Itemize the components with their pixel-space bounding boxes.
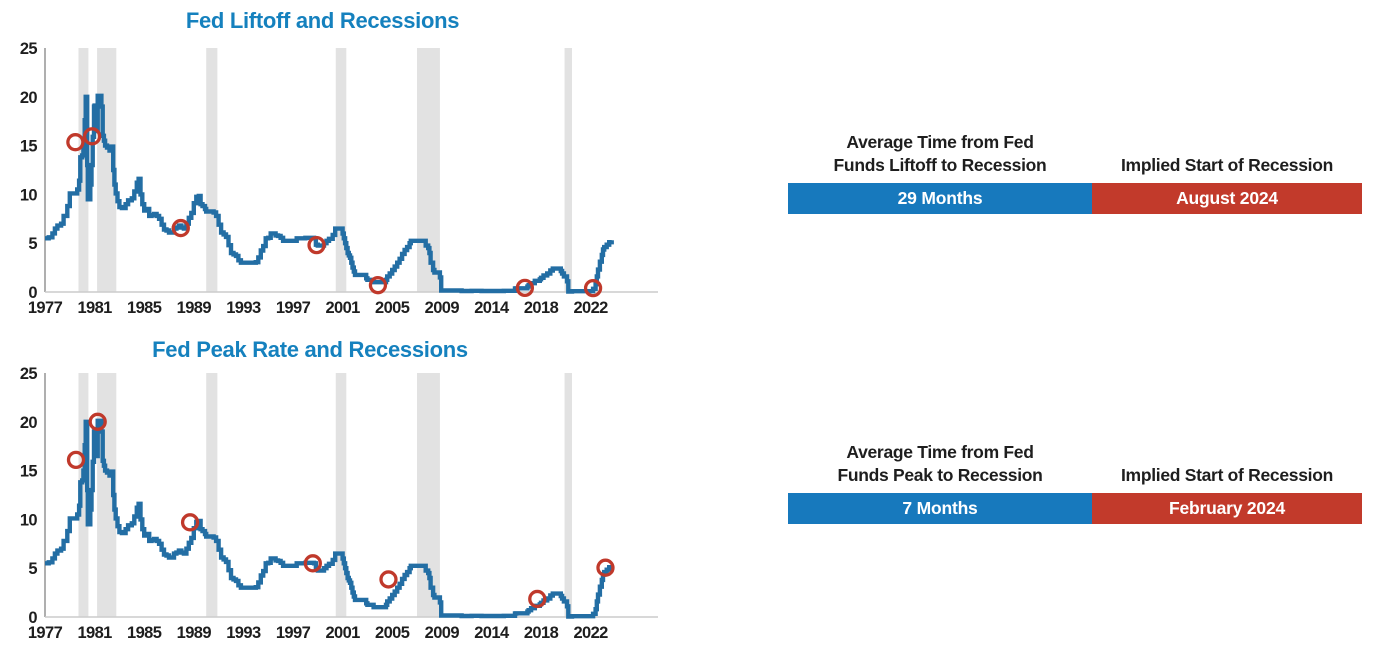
peak-rate-chart: 0 5 10 15 20 25 1977 1981 1985 1989 1993 1997 2001 20…: [20, 365, 658, 642]
recession-band: [206, 48, 218, 292]
x-tick-label: 2014: [474, 299, 510, 317]
x-tick-label: 2001: [325, 299, 360, 317]
recession-band: [335, 48, 347, 292]
y-tick-label: 15: [20, 138, 38, 156]
peak-months-cell: 7 Months: [788, 492, 1092, 524]
x-tick-label: 1993: [226, 299, 261, 317]
x-tick-label: 2014: [474, 624, 510, 642]
liftoff-table-header-row: Average Time from Fed Funds Liftoff to R…: [788, 131, 1362, 178]
peak-implied-start-cell: February 2024: [1092, 492, 1362, 524]
liftoff-table-header-left: Average Time from Fed Funds Liftoff to R…: [788, 131, 1092, 178]
x-tick-label: 2005: [375, 624, 410, 642]
liftoff-table-value-row: 29 Months August 2024: [788, 182, 1362, 214]
x-tick-label: 2022: [573, 624, 608, 642]
peak-table-header-left: Average Time from Fed Funds Peak to Rece…: [788, 441, 1092, 488]
recession-band: [417, 48, 440, 292]
x-tick-label: 2022: [573, 299, 608, 317]
x-tick-label: 2009: [425, 299, 460, 317]
liftoff-marker: [307, 236, 326, 255]
y-tick-label: 5: [28, 235, 37, 253]
x-tick-label: 1997: [276, 624, 311, 642]
recession-band: [78, 48, 89, 292]
y-tick-label: 25: [20, 40, 38, 58]
y-tick-label: 5: [28, 560, 37, 578]
x-tick-label: 1997: [276, 299, 311, 317]
recession-band: [564, 48, 572, 292]
fed-funds-rate-line: [45, 93, 614, 294]
x-tick-label: 2001: [325, 624, 360, 642]
liftoff-chart-title: Fed Liftoff and Recessions: [185, 8, 460, 33]
x-tick-label: 2018: [524, 299, 559, 317]
recession-band: [335, 373, 347, 617]
x-tick-label: 2005: [375, 299, 410, 317]
liftoff-table-header-right: Implied Start of Recession: [1092, 131, 1362, 178]
liftoff-marker: [171, 218, 190, 238]
peak-table-header-right: Implied Start of Recession: [1092, 441, 1362, 488]
liftoff-implied-start-cell: August 2024: [1092, 182, 1362, 214]
liftoff-header-line1: Average Time from Fed: [846, 132, 1034, 152]
peak-rate-marker: [596, 558, 615, 577]
y-tick-label: 10: [20, 186, 38, 204]
y-tick-label: 0: [28, 609, 37, 627]
liftoff-marker: [515, 278, 535, 298]
liftoff-marker: [583, 278, 603, 298]
liftoff-chart: 0 5 10 15 20 25 1977 1981 1985 1989 1993 1997 2001 20…: [20, 40, 658, 317]
liftoff-header-right-text: Implied Start of Recession: [1121, 155, 1333, 176]
x-tick-label: 1989: [177, 299, 212, 317]
recession-band: [417, 373, 440, 617]
liftoff-summary-table: Average Time from Fed Funds Liftoff to R…: [788, 131, 1362, 214]
recession-band: [78, 373, 89, 617]
x-tick-label: 1981: [77, 624, 112, 642]
liftoff-marker: [82, 127, 102, 146]
x-tick-label: 1977: [28, 299, 63, 317]
liftoff-months-cell: 29 Months: [788, 182, 1092, 214]
peak-header-line2: Funds Peak to Recession: [837, 465, 1043, 486]
peak-table-value-row: 7 Months February 2024: [788, 492, 1362, 524]
liftoff-marker: [66, 133, 85, 152]
peak-header-line1: Average Time from Fed: [846, 442, 1034, 462]
y-tick-label: 15: [20, 463, 38, 481]
peak-header-right-text: Implied Start of Recession: [1121, 465, 1333, 486]
peak-rate-marker: [66, 450, 86, 470]
x-tick-label: 2018: [524, 624, 559, 642]
recession-band: [206, 373, 218, 617]
peak-rate-marker: [303, 554, 322, 573]
peak-rate-marker: [180, 513, 200, 532]
peak-rate-marker: [379, 570, 398, 589]
peak-rate-marker: [528, 589, 547, 609]
y-tick-label: 20: [20, 414, 38, 432]
x-tick-label: 1989: [177, 624, 212, 642]
liftoff-marker: [368, 276, 388, 295]
recession-band: [564, 373, 572, 617]
peak-table-header-row: Average Time from Fed Funds Peak to Rece…: [788, 441, 1362, 488]
peak-rate-marker: [88, 412, 107, 431]
y-tick-label: 0: [28, 284, 37, 302]
y-tick-label: 20: [20, 89, 38, 107]
peak-rate-chart-title: Fed Peak Rate and Recessions: [152, 337, 468, 362]
x-tick-label: 1993: [226, 624, 261, 642]
fed-funds-rate-line: [45, 418, 614, 619]
x-tick-label: 1985: [127, 624, 162, 642]
liftoff-header-line2: Funds Liftoff to Recession: [833, 155, 1047, 176]
x-tick-label: 2009: [425, 624, 460, 642]
y-tick-label: 10: [20, 511, 38, 529]
y-tick-label: 25: [20, 365, 38, 383]
peak-summary-table: Average Time from Fed Funds Peak to Rece…: [788, 441, 1362, 524]
x-tick-label: 1985: [127, 299, 162, 317]
x-tick-label: 1981: [77, 299, 112, 317]
x-tick-label: 1977: [28, 624, 63, 642]
